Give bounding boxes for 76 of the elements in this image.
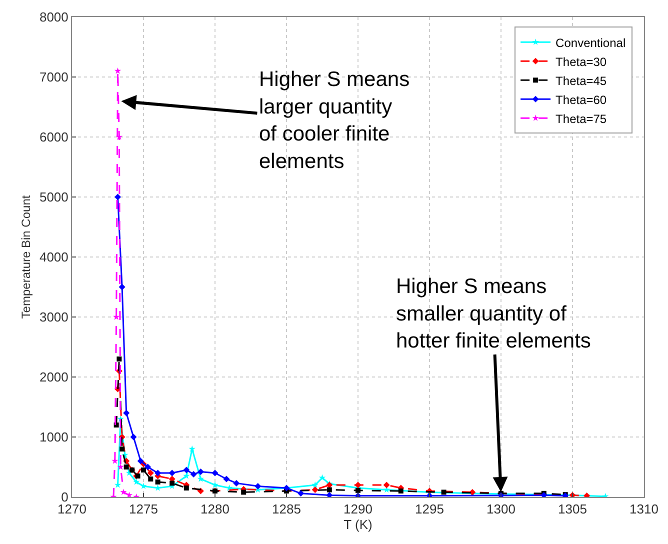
point [114,68,122,74]
point [116,134,123,140]
point [114,482,122,488]
point [233,480,240,486]
y-tick-label: 8000 [39,10,68,25]
x-tick-label: 1300 [486,502,516,517]
point [123,410,130,416]
point [197,476,204,482]
point [298,490,304,497]
point [130,434,137,440]
point [326,487,332,492]
y-tick-label: 6000 [39,130,68,145]
point [148,476,154,482]
annotation: Higher S means larger quantity of cooler finite elements [259,68,410,173]
point [140,482,147,490]
y-tick-label: 2000 [39,370,68,385]
annotation: Higher S means smaller quantity of hotter finite elements [396,275,591,353]
point [168,470,176,476]
point [155,480,160,484]
point [197,468,204,476]
y-tick-label: 1000 [39,430,68,445]
point [118,284,126,290]
legend-label: Theta=60 [556,92,607,107]
point [356,488,360,493]
point [188,446,196,452]
point [212,482,218,488]
x-tick-label: 1285 [272,502,301,517]
point [212,470,218,476]
x-axis-title: T (K) [344,517,372,532]
y-tick-label: 7000 [39,70,68,85]
legend-label: Theta=45 [556,74,607,88]
point [184,486,189,490]
point [137,458,144,464]
point [154,484,162,491]
point [312,482,318,488]
legend-label: Theta=75 [556,112,607,126]
point [354,482,362,488]
point [147,470,154,476]
point [183,466,190,474]
point [383,482,390,488]
y-tick-label: 4000 [39,250,68,265]
point [154,470,162,476]
legend-label: Theta=30 [556,54,607,69]
point [113,314,120,320]
point [398,488,404,494]
point [126,492,133,497]
x-tick-label: 1305 [558,502,587,517]
point [312,486,318,494]
point [241,490,246,495]
point [120,488,127,496]
point [226,484,233,491]
point [441,490,446,495]
point [120,446,125,452]
y-axis-title: Temperature Bin Count [18,194,33,319]
y-tick-label: 5000 [39,190,68,205]
x-tick-label: 1275 [129,502,158,517]
point [183,472,190,479]
point [117,464,124,470]
x-tick-label: 1295 [415,502,444,517]
point [190,470,197,478]
x-tick-label: 1290 [344,502,372,517]
point [144,464,152,470]
legend-label: Conventional [556,36,626,50]
point [114,194,122,200]
y-tick-label: 3000 [39,310,68,325]
point [170,480,175,486]
point [223,476,230,482]
point [318,474,326,481]
point [133,478,140,485]
point [254,482,262,490]
point [326,492,333,497]
point [141,468,146,472]
point [116,356,122,362]
x-tick-label: 1310 [630,502,658,517]
x-tick-label: 1280 [200,502,230,517]
point [124,464,129,470]
